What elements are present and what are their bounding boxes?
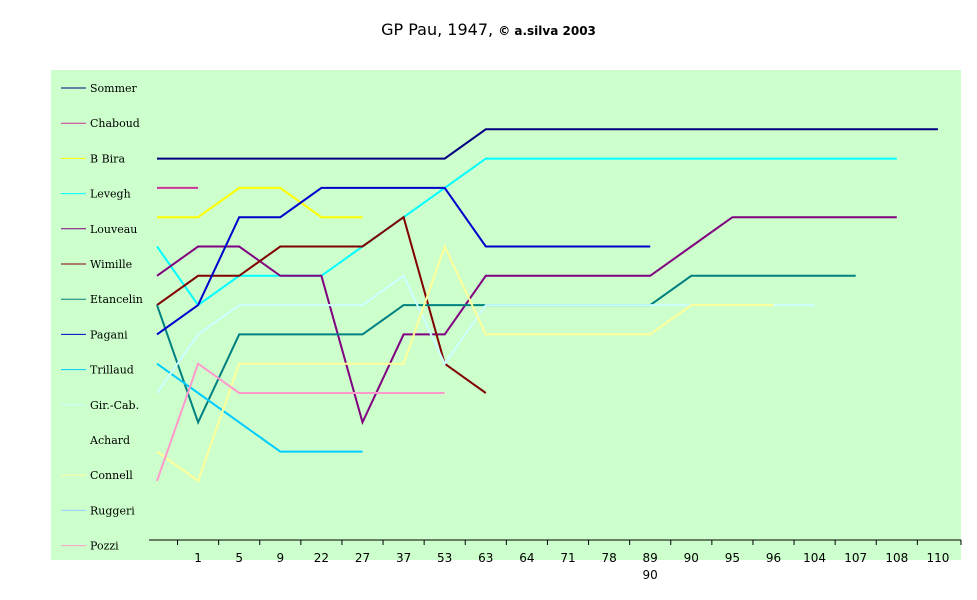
x-tick-label: 104 <box>803 551 826 565</box>
x-secondary-label: 90 <box>643 568 658 582</box>
x-tick-label: 110 <box>926 551 949 565</box>
x-tick-label: 107 <box>844 551 867 565</box>
legend-label-levegh: Levegh <box>90 188 131 201</box>
series-line-trillaud <box>156 362 363 453</box>
legend: Sommer Chaboud B Bira Levegh Louveau Wimille E… <box>61 82 143 553</box>
series-line-connell <box>156 243 774 483</box>
x-tick-label: 90 <box>684 551 699 565</box>
x-tick-label: 5 <box>235 551 243 565</box>
legend-label-pozzi: Pozzi <box>90 540 119 553</box>
x-tick-label: 1 <box>194 551 202 565</box>
legend-label-louveau: Louveau <box>90 223 137 236</box>
x-axis: 1 5 9 22 27 37 53 63 64 71 78 89 90 95 96 104 107 108 110 9… <box>149 539 962 582</box>
legend-label-wimille: Wimille <box>90 258 132 271</box>
x-tick-label: 96 <box>766 551 781 565</box>
x-tick-label: 64 <box>519 551 534 565</box>
x-tick-label: 53 <box>437 551 452 565</box>
plot-area <box>51 70 961 560</box>
legend-label-b-bira: B Bira <box>90 152 125 165</box>
x-tick-label: 95 <box>725 551 740 565</box>
series-line-louveau <box>156 216 897 426</box>
legend-label-ruggeri: Ruggeri <box>90 504 135 517</box>
x-tick-label: 22 <box>314 551 329 565</box>
chart-title-main: GP Pau, 1947, <box>381 20 494 39</box>
series-line-pagani <box>156 186 651 336</box>
legend-label-gir-cab: Gir.-Cab. <box>90 399 139 412</box>
legend-label-pagani: Pagani <box>90 328 128 341</box>
legend-label-sommer: Sommer <box>90 82 138 95</box>
x-tick-label: 78 <box>601 551 616 565</box>
series-line-pozzi <box>156 362 445 482</box>
x-tick-label: 89 <box>643 551 658 565</box>
x-tick-label: 63 <box>478 551 493 565</box>
series-line-sommer <box>157 128 938 160</box>
legend-label-achard: Achard <box>89 434 130 447</box>
series-lines <box>156 128 938 483</box>
legend-label-chaboud: Chaboud <box>90 117 140 130</box>
x-tick-label: 108 <box>885 551 908 565</box>
legend-label-connell: Connell <box>90 469 133 482</box>
x-tick-label: 71 <box>560 551 575 565</box>
legend-label-etancelin: Etancelin <box>90 293 143 306</box>
x-tick-label: 27 <box>355 551 370 565</box>
x-tick-label: 37 <box>396 551 411 565</box>
x-tick-label: 9 <box>276 551 284 565</box>
series-line-b-bira <box>157 186 363 219</box>
chart-title: GP Pau, 1947, © a.silva 2003 <box>0 20 977 39</box>
legend-label-trillaud: Trillaud <box>90 364 134 377</box>
chart-title-copyright: © a.silva 2003 <box>498 24 596 38</box>
